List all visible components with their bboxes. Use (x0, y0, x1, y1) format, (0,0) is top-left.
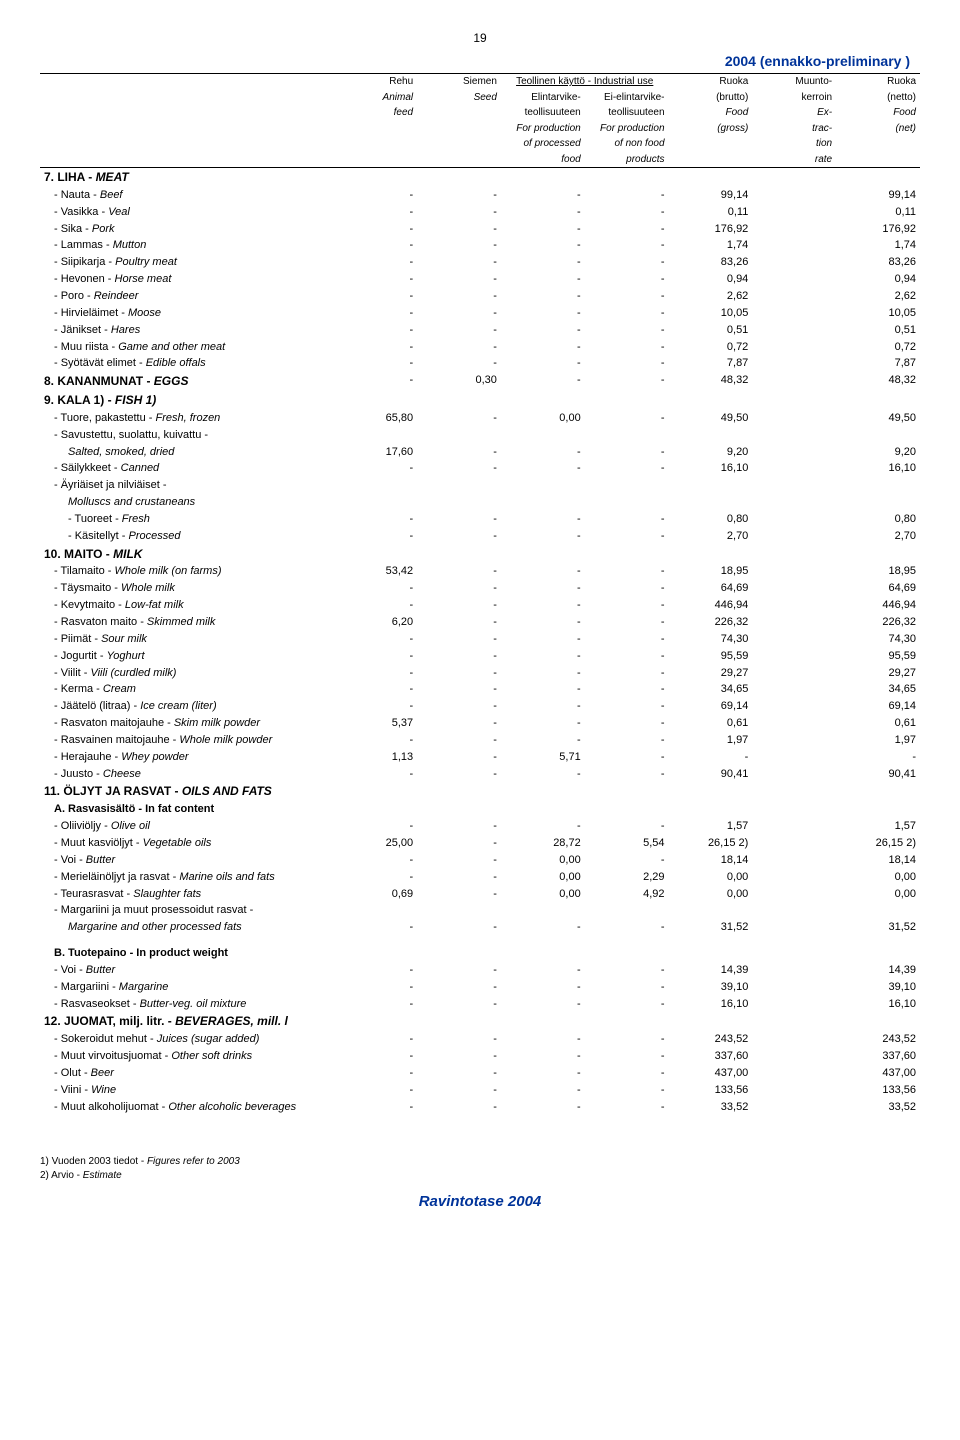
data-table: RehuSiemenTeollinen käyttö - Industrial … (40, 73, 920, 1115)
footer-title: Ravintotase 2004 (40, 1192, 920, 1212)
footnotes: 1) Vuoden 2003 tiedot - Figures refer to… (40, 1155, 920, 1182)
page-number: 19 (40, 30, 920, 46)
year-title: 2004 (ennakko-preliminary ) (40, 52, 920, 71)
